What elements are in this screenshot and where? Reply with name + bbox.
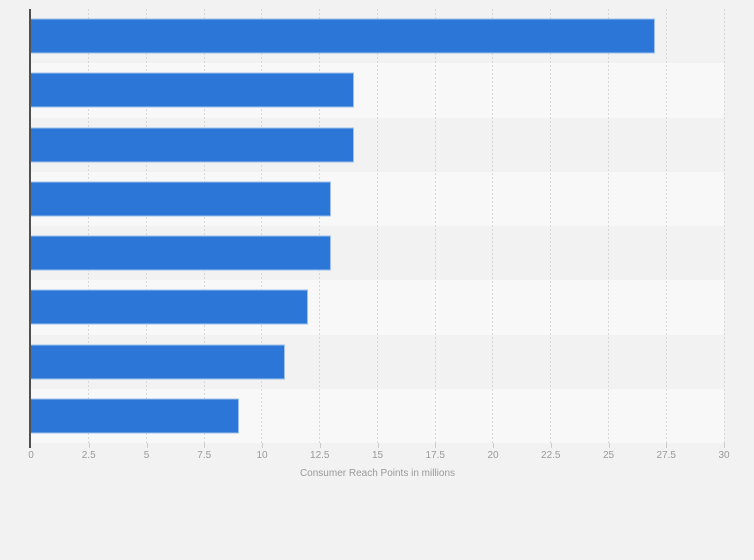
chart-bar[interactable] xyxy=(31,18,655,54)
gridline xyxy=(319,9,321,443)
chart-bar[interactable] xyxy=(31,289,309,325)
gridline xyxy=(203,9,205,443)
row-band xyxy=(31,335,724,389)
x-tick-label: 10 xyxy=(256,450,268,461)
x-tick-mark xyxy=(262,443,263,448)
x-tick-mark xyxy=(608,443,610,448)
y-axis-line xyxy=(29,9,31,448)
x-tick-label: 5 xyxy=(143,450,150,461)
gridline xyxy=(377,9,378,443)
x-tick-label: 20 xyxy=(487,450,499,461)
x-tick-mark xyxy=(666,443,668,448)
x-tick-mark xyxy=(435,443,437,448)
chart-bar[interactable] xyxy=(31,344,286,380)
row-band xyxy=(31,226,724,280)
gridline xyxy=(550,9,552,443)
gridline xyxy=(723,9,725,443)
x-axis-title: Consumer Reach Points in millions xyxy=(299,468,456,479)
x-tick-mark xyxy=(146,443,148,448)
gridline xyxy=(261,9,263,443)
x-tick-label: 17.5 xyxy=(425,450,445,461)
chart-bar[interactable] xyxy=(31,127,355,163)
x-tick-mark xyxy=(204,443,206,448)
x-tick-mark xyxy=(88,443,90,448)
row-band xyxy=(31,9,724,63)
gridline xyxy=(88,9,90,443)
x-tick-label: 22.5 xyxy=(541,450,561,461)
gridline xyxy=(665,9,667,443)
row-band xyxy=(31,118,724,172)
x-tick-label: 12.5 xyxy=(310,450,330,461)
x-tick-mark xyxy=(550,443,552,448)
x-tick-mark xyxy=(724,443,725,448)
gridline xyxy=(145,9,147,443)
chart-bar[interactable] xyxy=(31,235,332,271)
chart-bar[interactable] xyxy=(31,72,355,108)
gridline xyxy=(434,9,436,443)
chart-bar[interactable] xyxy=(31,398,239,434)
plot-area xyxy=(29,9,725,448)
x-tick-label: 15 xyxy=(371,450,384,461)
chart-bar[interactable] xyxy=(31,181,332,217)
x-tick-label: 30 xyxy=(718,450,730,461)
x-tick-label: 25 xyxy=(602,450,615,461)
x-tick-label: 7.5 xyxy=(197,450,212,461)
gridline xyxy=(492,9,494,443)
x-tick-mark xyxy=(319,443,321,448)
x-tick-label: 2.5 xyxy=(81,450,96,461)
x-tick-label: 0 xyxy=(28,450,34,461)
x-tick-mark xyxy=(493,443,494,448)
gridline xyxy=(608,9,609,443)
x-tick-label: 27.5 xyxy=(656,450,676,461)
x-tick-mark xyxy=(377,443,379,448)
